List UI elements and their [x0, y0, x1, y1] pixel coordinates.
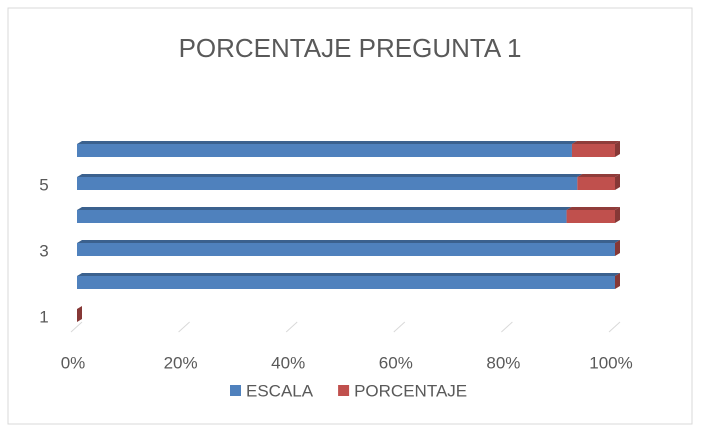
grid-line	[393, 321, 406, 333]
legend-label: ESCALA	[246, 381, 314, 400]
bar-front	[77, 177, 578, 190]
bar	[577, 174, 620, 190]
bar-front	[77, 144, 572, 157]
bar-side	[615, 174, 620, 190]
bar-side	[615, 240, 620, 256]
bar	[571, 141, 620, 157]
bar	[77, 174, 583, 190]
x-tick-label: 60%	[379, 353, 413, 372]
bar-side	[615, 273, 620, 289]
bar	[77, 141, 577, 157]
grid-line	[178, 321, 190, 333]
legend-swatch	[338, 385, 350, 396]
grid-line	[501, 321, 513, 333]
y-tick-label: 1	[39, 307, 48, 326]
y-tick-label: 5	[39, 175, 48, 194]
bar	[77, 207, 572, 223]
bar-top	[77, 273, 620, 276]
bar-front	[566, 210, 615, 223]
x-tick-label: 20%	[164, 353, 198, 372]
bar	[77, 240, 620, 256]
bar-top	[571, 141, 620, 144]
bar-front	[577, 177, 615, 190]
bar-top	[577, 174, 620, 177]
legend-swatch	[230, 385, 241, 396]
bar-front	[571, 144, 615, 157]
bar-front	[77, 243, 615, 256]
x-tick-label: 80%	[486, 353, 520, 372]
bar-top	[566, 207, 620, 210]
grid-line	[70, 321, 83, 333]
x-tick-label: 100%	[589, 353, 632, 372]
legend-label: PORCENTAJE	[354, 381, 467, 400]
bar-top	[77, 240, 620, 243]
bar	[77, 273, 620, 289]
grid-line	[285, 321, 298, 333]
bar-top	[77, 141, 577, 144]
bar-side	[77, 306, 82, 322]
bar-side	[615, 141, 620, 157]
x-tick-label: 40%	[271, 353, 305, 372]
bar-front	[77, 210, 567, 223]
bar-top	[77, 174, 583, 177]
chart-title: PORCENTAJE PREGUNTA 1	[179, 33, 522, 63]
x-tick-label: 0%	[61, 353, 86, 372]
bar-top	[77, 207, 572, 210]
bar-front	[77, 276, 615, 289]
bar	[566, 207, 620, 223]
grid-line	[608, 321, 621, 333]
y-tick-label: 3	[39, 241, 48, 260]
bar-side	[615, 207, 620, 223]
